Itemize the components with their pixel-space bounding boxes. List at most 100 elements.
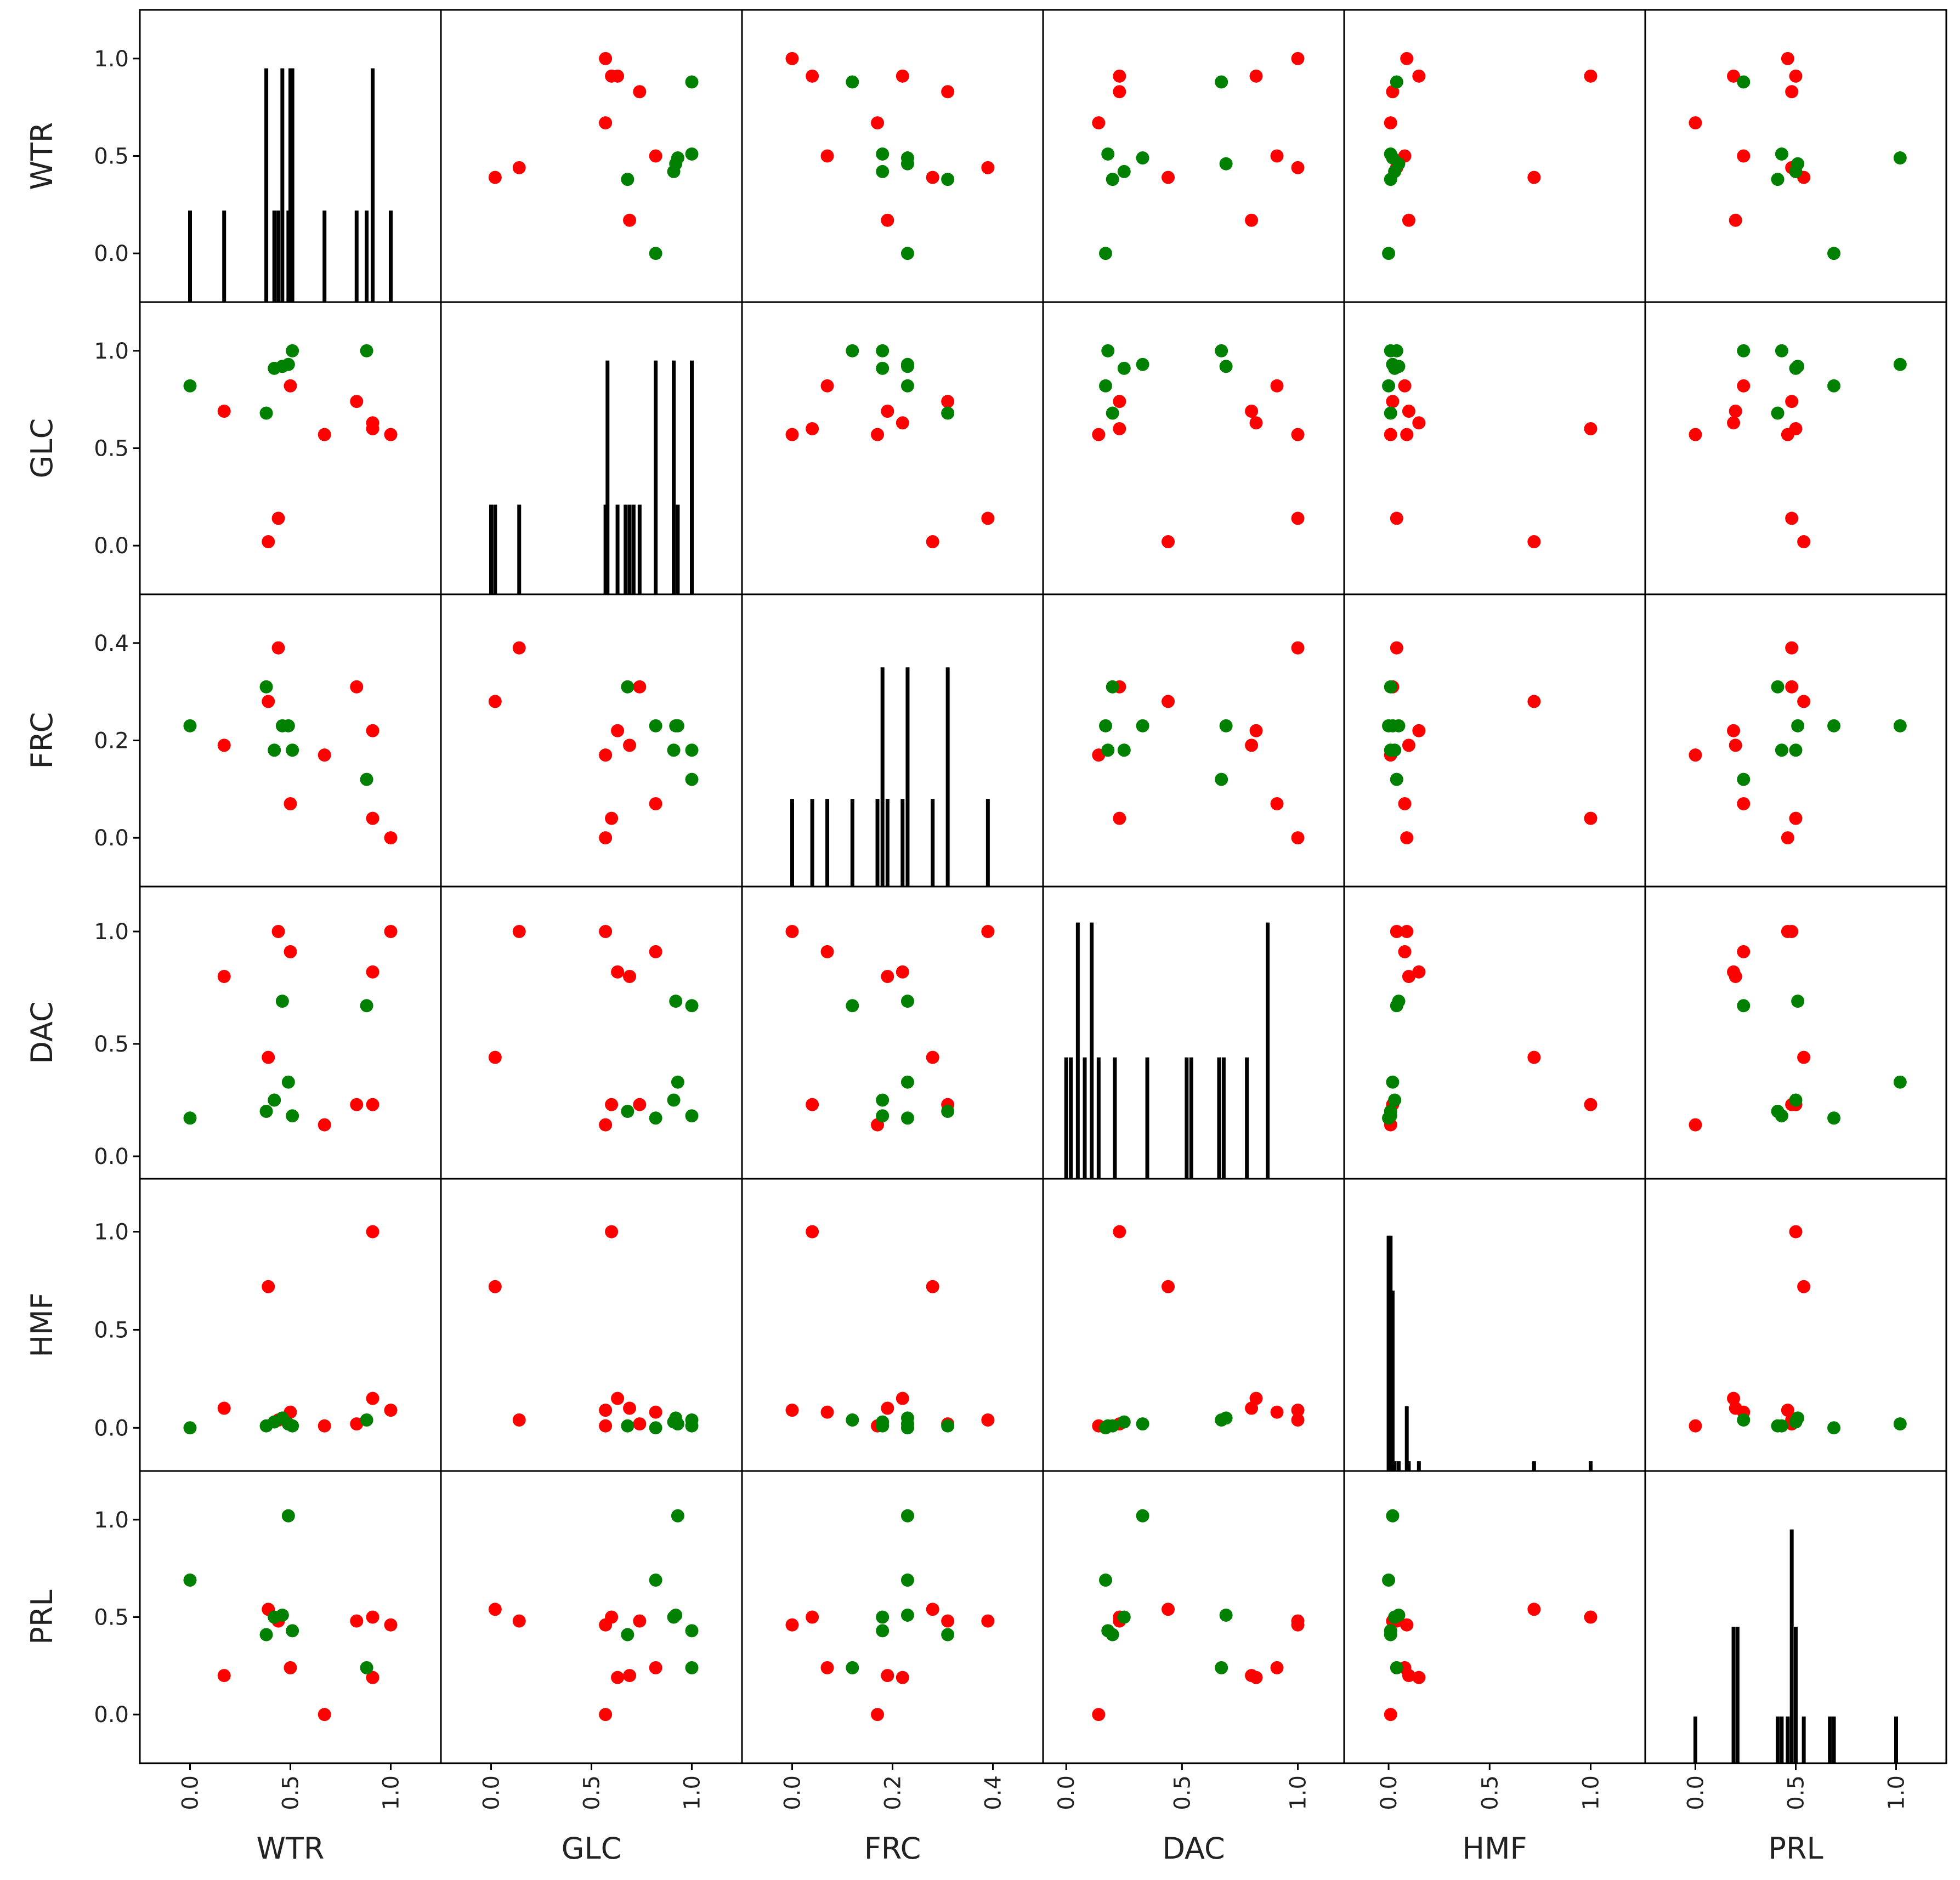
point-DAC-HMF-0 xyxy=(1400,925,1414,938)
point-HMF-DAC-15 xyxy=(1215,1413,1228,1427)
point-DAC-PRL-14 xyxy=(1775,1109,1788,1123)
panel-FRC-vs-WTR xyxy=(183,641,398,845)
point-DAC-FRC-5 xyxy=(881,970,894,983)
panel-GLC-vs-HMF xyxy=(1382,344,1598,549)
point-WTR-HMF-6 xyxy=(1384,116,1397,130)
point-GLC-WTR-5 xyxy=(217,404,231,418)
point-PRL-DAC-6 xyxy=(1092,1708,1106,1722)
point-DAC-PRL-13 xyxy=(1893,1075,1907,1089)
point-DAC-WTR-8 xyxy=(366,965,379,979)
point-HMF-DAC-5 xyxy=(1245,1401,1259,1415)
point-GLC-WTR-3 xyxy=(262,535,275,549)
point-PRL-GLC-12 xyxy=(669,1608,683,1622)
point-GLC-FRC-0 xyxy=(785,428,799,441)
point-DAC-PRL-12 xyxy=(1791,995,1805,1008)
point-WTR-DAC-9 xyxy=(1099,247,1113,260)
point-FRC-WTR-13 xyxy=(281,719,295,732)
panel-DAC-vs-PRL xyxy=(1689,925,1907,1132)
point-FRC-GLC-15 xyxy=(685,773,699,786)
point-PRL-FRC-10 xyxy=(941,1628,955,1642)
point-WTR-PRL-1 xyxy=(1789,69,1803,83)
panel-GLC-vs-PRL xyxy=(1689,344,1907,549)
point-GLC-DAC-6 xyxy=(1092,428,1106,441)
point-WTR-PRL-0 xyxy=(1781,52,1794,65)
point-FRC-GLC-2 xyxy=(649,797,662,810)
point-GLC-FRC-2 xyxy=(820,379,834,393)
x-tick-label-DAC-2: 1.0 xyxy=(1286,1775,1311,1810)
point-HMF-WTR-8 xyxy=(366,1391,379,1405)
point-FRC-PRL-10 xyxy=(1771,680,1785,694)
point-PRL-WTR-9 xyxy=(183,1573,197,1587)
point-PRL-FRC-14 xyxy=(876,1624,890,1638)
point-WTR-DAC-3 xyxy=(1162,171,1175,184)
point-PRL-FRC-8 xyxy=(896,1671,909,1684)
point-FRC-HMF-5 xyxy=(1402,739,1415,752)
point-PRL-GLC-4 xyxy=(512,1614,526,1628)
point-GLC-PRL-10 xyxy=(1771,406,1785,420)
point-FRC-PRL-7 xyxy=(1785,680,1799,694)
y-tick-label-HMF-1: 0.5 xyxy=(94,1317,129,1343)
point-HMF-GLC-3 xyxy=(488,1280,502,1293)
point-HMF-GLC-5 xyxy=(623,1401,637,1415)
point-WTR-FRC-7 xyxy=(941,85,955,99)
point-HMF-GLC-7 xyxy=(633,1417,647,1431)
point-WTR-PRL-14 xyxy=(1775,147,1788,161)
point-FRC-PRL-4 xyxy=(1785,641,1799,655)
point-WTR-DAC-15 xyxy=(1215,75,1228,89)
point-DAC-WTR-12 xyxy=(275,995,289,1008)
point-HMF-FRC-3 xyxy=(926,1280,939,1293)
point-HMF-PRL-13 xyxy=(1893,1417,1907,1431)
point-FRC-WTR-5 xyxy=(217,739,231,752)
point-FRC-WTR-14 xyxy=(286,743,299,757)
point-PRL-FRC-13 xyxy=(900,1509,914,1523)
point-HMF-DAC-13 xyxy=(1136,1417,1149,1431)
point-PRL-GLC-7 xyxy=(633,1614,647,1628)
point-DAC-WTR-4 xyxy=(271,925,285,938)
point-HMF-WTR-7 xyxy=(350,1417,364,1431)
panel-GLC-vs-GLC xyxy=(489,360,694,594)
point-WTR-HMF-8 xyxy=(1412,69,1426,83)
point-GLC-FRC-6 xyxy=(871,428,885,441)
point-GLC-FRC-7 xyxy=(941,395,955,408)
point-WTR-DAC-13 xyxy=(1136,151,1149,165)
point-DAC-PRL-9 xyxy=(1827,1111,1841,1125)
point-FRC-HMF-13 xyxy=(1386,719,1400,732)
y-tick-label-DAC-0: 0.0 xyxy=(94,1144,129,1169)
point-WTR-PRL-6 xyxy=(1689,116,1702,130)
point-FRC-GLC-1 xyxy=(605,811,619,825)
panel-DAC-vs-GLC xyxy=(488,925,699,1132)
point-WTR-DAC-7 xyxy=(1113,85,1126,99)
x-tick-label-GLC-1: 0.5 xyxy=(580,1775,605,1810)
point-GLC-WTR-4 xyxy=(271,512,285,525)
point-WTR-HMF-9 xyxy=(1382,247,1396,260)
point-HMF-GLC-13 xyxy=(671,1417,684,1431)
point-WTR-DAC-6 xyxy=(1092,116,1106,130)
point-HMF-GLC-4 xyxy=(512,1413,526,1427)
point-PRL-WTR-7 xyxy=(350,1614,364,1628)
point-FRC-GLC-13 xyxy=(671,719,684,732)
point-GLC-WTR-8 xyxy=(366,416,379,430)
point-DAC-FRC-2 xyxy=(820,945,834,958)
point-WTR-PRL-5 xyxy=(1729,213,1742,227)
point-GLC-HMF-6 xyxy=(1384,428,1397,441)
point-GLC-FRC-5 xyxy=(881,404,894,418)
point-HMF-WTR-6 xyxy=(318,1419,331,1433)
x-tick-label-PRL-1: 0.5 xyxy=(1784,1775,1809,1810)
x-axis-title-FRC: FRC xyxy=(864,1831,921,1866)
point-FRC-GLC-11 xyxy=(667,743,681,757)
point-DAC-HMF-8 xyxy=(1412,965,1426,979)
point-PRL-DAC-13 xyxy=(1136,1509,1149,1523)
point-PRL-HMF-3 xyxy=(1527,1603,1541,1616)
point-DAC-PRL-8 xyxy=(1727,965,1741,979)
point-HMF-PRL-3 xyxy=(1797,1280,1811,1293)
point-WTR-GLC-14 xyxy=(685,147,699,161)
x-tick-label-PRL-2: 1.0 xyxy=(1884,1775,1910,1810)
point-PRL-HMF-15 xyxy=(1390,1661,1403,1674)
point-DAC-PRL-2 xyxy=(1737,945,1751,958)
point-FRC-HMF-1 xyxy=(1584,811,1598,825)
x-tick-label-FRC-1: 0.2 xyxy=(881,1775,906,1810)
point-FRC-WTR-6 xyxy=(318,748,331,762)
point-PRL-FRC-15 xyxy=(846,1661,859,1674)
point-PRL-WTR-0 xyxy=(384,1618,398,1632)
